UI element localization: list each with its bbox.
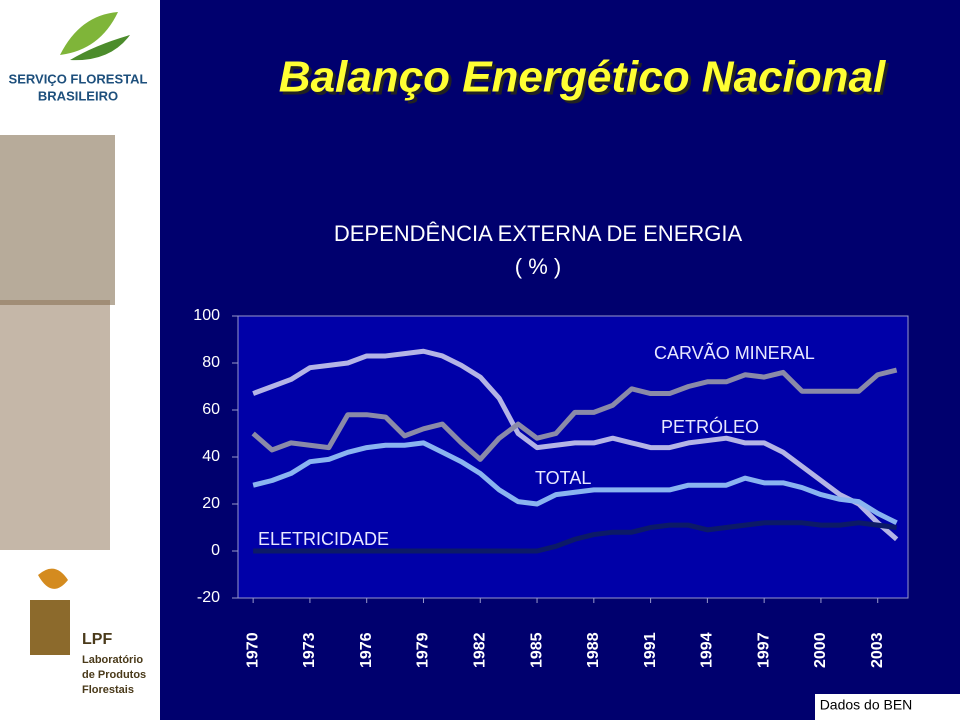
y-tick-label: 40 bbox=[202, 448, 220, 465]
y-tick-label: -20 bbox=[197, 589, 220, 606]
series-line bbox=[252, 348, 899, 542]
y-tick-label: 60 bbox=[202, 401, 220, 418]
y-tick-label: 80 bbox=[202, 354, 220, 371]
x-tick-label: 1979 bbox=[415, 632, 432, 668]
lpf-mark bbox=[30, 600, 70, 655]
x-tick-label: 1970 bbox=[244, 632, 261, 668]
photo-house bbox=[0, 135, 115, 305]
logo-text: Laboratório bbox=[82, 654, 143, 666]
y-tick-label: 0 bbox=[211, 542, 220, 559]
series-line bbox=[253, 520, 897, 554]
logo-text: BRASILEIRO bbox=[38, 88, 118, 103]
annotation: TOTAL bbox=[535, 468, 591, 488]
chart-title: DEPENDÊNCIA EXTERNA DE ENERGIA bbox=[334, 221, 743, 246]
annotation: ELETRICIDADE bbox=[258, 529, 389, 549]
x-tick-label: 1994 bbox=[699, 632, 716, 668]
series-line bbox=[251, 367, 898, 462]
annotation: CARVÃO MINERAL bbox=[654, 342, 815, 363]
chart-subtitle: ( % ) bbox=[515, 254, 561, 279]
slide-title: Balanço Energético Nacional bbox=[279, 53, 886, 102]
logo-text: de Produtos bbox=[82, 669, 146, 681]
logo-leaf bbox=[70, 35, 130, 61]
lpf-leaf bbox=[38, 568, 68, 589]
logo-text: SERVIÇO FLORESTAL bbox=[9, 71, 148, 86]
x-tick-label: 2003 bbox=[869, 632, 886, 668]
photo-vase bbox=[0, 300, 110, 550]
x-tick-label: 1988 bbox=[585, 632, 602, 668]
y-tick-label: 100 bbox=[193, 307, 220, 324]
x-tick-label: 1976 bbox=[358, 632, 375, 668]
annotation: PETRÓLEO bbox=[661, 416, 759, 437]
x-tick-label: 1985 bbox=[528, 632, 545, 668]
x-tick-label: 1982 bbox=[471, 632, 488, 668]
series-line bbox=[252, 440, 898, 526]
x-tick-label: 2000 bbox=[812, 632, 829, 668]
logo-text: Florestais bbox=[82, 684, 134, 696]
logo-text: LPF bbox=[82, 631, 112, 648]
x-tick-label: 1991 bbox=[642, 632, 659, 668]
x-tick-label: 1973 bbox=[301, 632, 318, 668]
logo-leaf bbox=[60, 12, 118, 55]
x-tick-label: 1997 bbox=[755, 632, 772, 668]
title-shadow: Balanço Energético Nacional bbox=[282, 56, 889, 105]
source: Dados do BEN bbox=[820, 697, 913, 713]
y-tick-label: 20 bbox=[202, 495, 220, 512]
source-box bbox=[815, 694, 960, 720]
